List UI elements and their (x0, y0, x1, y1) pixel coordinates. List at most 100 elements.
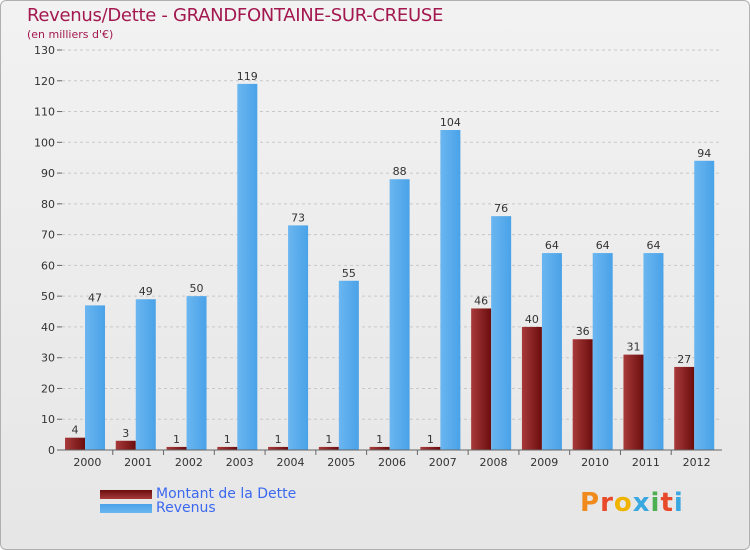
data-label-debt-2012: 27 (677, 353, 691, 366)
y-tick-label-100: 100 (34, 136, 55, 149)
bar-debt-2012 (674, 366, 695, 450)
logo-letter: o (613, 488, 633, 518)
data-label-debt-2007: 1 (427, 433, 434, 446)
x-tick-label-2011: 2011 (632, 456, 660, 469)
logo-letter: i (673, 488, 684, 518)
bars: 4 47 3 49 1 50 1 119 1 73 1 55 1 88 1 104 46 76 40 64 36 64 31… (65, 70, 715, 450)
data-label-debt-2008: 46 (474, 294, 488, 307)
data-label-debt-2011: 31 (626, 341, 640, 354)
y-tick-label-120: 120 (34, 75, 55, 88)
data-label-revenue-2004: 73 (291, 211, 305, 224)
legend-item-revenue: Revenus (100, 500, 216, 516)
data-label-debt-2003: 1 (224, 433, 231, 446)
x-tick-label-2007: 2007 (429, 456, 457, 469)
logo-letter: r (600, 488, 614, 518)
bar-debt-2009 (521, 326, 542, 450)
data-label-debt-2006: 1 (376, 433, 383, 446)
x-tick-label-2012: 2012 (683, 456, 711, 469)
logo-letter: t (660, 488, 674, 518)
x-tick-label-2005: 2005 (327, 456, 355, 469)
bar-revenue-2004 (288, 225, 309, 450)
bar-revenue-2001 (135, 299, 156, 450)
legend-swatch-debt (100, 489, 152, 499)
legend-label-revenue: Revenus (156, 500, 216, 516)
logo-letter: i (650, 488, 661, 518)
chart-title: Revenus/Dette - GRANDFONTAINE-SUR-CREUSE (27, 5, 444, 26)
data-label-debt-2000: 4 (72, 424, 79, 437)
y-tick-label-90: 90 (41, 167, 55, 180)
bar-revenue-2007 (440, 130, 461, 450)
x-tick-label-2003: 2003 (226, 456, 254, 469)
x-tick-label-2000: 2000 (73, 456, 101, 469)
y-tick-label-0: 0 (48, 444, 55, 457)
logo-letter: x (632, 488, 651, 518)
data-label-revenue-2002: 50 (190, 282, 204, 295)
data-label-debt-2009: 40 (525, 313, 539, 326)
bar-revenue-2011 (643, 253, 664, 450)
data-label-debt-2004: 1 (275, 433, 282, 446)
x-tick-label-2004: 2004 (276, 456, 304, 469)
y-tick-label-50: 50 (41, 290, 55, 303)
y-tick-label-60: 60 (41, 259, 55, 272)
y-tick-label-30: 30 (41, 352, 55, 365)
data-label-revenue-2006: 88 (393, 165, 407, 178)
data-label-revenue-2011: 64 (646, 239, 660, 252)
y-tick-label-80: 80 (41, 198, 55, 211)
bar-revenue-2005 (338, 280, 359, 450)
data-label-revenue-2009: 64 (545, 239, 559, 252)
bar-revenue-2006 (389, 179, 410, 450)
legend-item-debt: Montant de la Dette (100, 486, 296, 502)
bar-revenue-2003 (237, 83, 258, 450)
x-axis-ticks: 2000 2001 2002 2003 2004 2005 2006 2007 2008 2009… (73, 450, 711, 469)
bar-revenue-2012 (694, 160, 715, 450)
proxiti-logo: Proxiti (580, 488, 684, 518)
bar-debt-2007 (420, 446, 441, 450)
bar-revenue-2009 (541, 253, 562, 450)
bar-debt-2006 (369, 446, 390, 450)
y-tick-label-110: 110 (34, 106, 55, 119)
logo-letter: P (580, 488, 601, 518)
chart-subtitle: (en milliers d'€) (27, 28, 114, 41)
y-tick-label-130: 130 (34, 44, 55, 57)
x-tick-label-2008: 2008 (480, 456, 508, 469)
y-axis-ticks: 0 10 20 30 40 50 60 70 80 90 100 110 120 130 (34, 44, 62, 457)
bar-revenue-2010 (592, 253, 613, 450)
bar-revenue-2002 (186, 296, 207, 450)
legend-swatch-revenue (100, 503, 152, 513)
x-tick-label-2001: 2001 (124, 456, 152, 469)
data-label-debt-2001: 3 (122, 427, 129, 440)
bar-debt-2001 (115, 440, 136, 450)
data-label-revenue-2003: 119 (237, 70, 258, 83)
x-tick-label-2006: 2006 (378, 456, 406, 469)
bar-debt-2003 (217, 446, 238, 450)
y-tick-label-20: 20 (41, 382, 55, 395)
bar-debt-2011 (623, 354, 644, 450)
x-tick-label-2010: 2010 (581, 456, 609, 469)
bar-debt-2005 (318, 446, 339, 450)
data-label-revenue-2007: 104 (440, 116, 461, 129)
data-label-revenue-2001: 49 (139, 285, 153, 298)
data-label-debt-2005: 1 (325, 433, 332, 446)
data-label-revenue-2000: 47 (88, 291, 102, 304)
data-label-revenue-2012: 94 (697, 147, 711, 160)
legend-label-debt: Montant de la Dette (156, 486, 297, 502)
bar-debt-2008 (471, 308, 492, 450)
data-label-debt-2002: 1 (173, 433, 180, 446)
bar-revenue-2008 (491, 216, 512, 450)
bar-debt-2004 (268, 446, 289, 450)
data-label-revenue-2008: 76 (494, 202, 508, 215)
bar-debt-2010 (572, 339, 593, 450)
bar-revenue-2000 (85, 305, 105, 450)
x-tick-label-2002: 2002 (175, 456, 203, 469)
y-tick-label-40: 40 (41, 321, 55, 334)
data-label-revenue-2005: 55 (342, 267, 356, 280)
y-tick-label-70: 70 (41, 229, 55, 242)
bar-debt-2000 (65, 437, 85, 450)
data-label-revenue-2010: 64 (596, 239, 610, 252)
y-tick-label-10: 10 (41, 413, 55, 426)
x-tick-label-2009: 2009 (530, 456, 558, 469)
bar-debt-2002 (166, 446, 187, 450)
data-label-debt-2010: 36 (576, 325, 590, 338)
